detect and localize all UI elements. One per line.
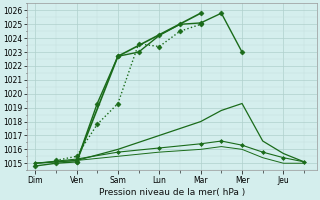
- X-axis label: Pression niveau de la mer( hPa ): Pression niveau de la mer( hPa ): [99, 188, 245, 197]
